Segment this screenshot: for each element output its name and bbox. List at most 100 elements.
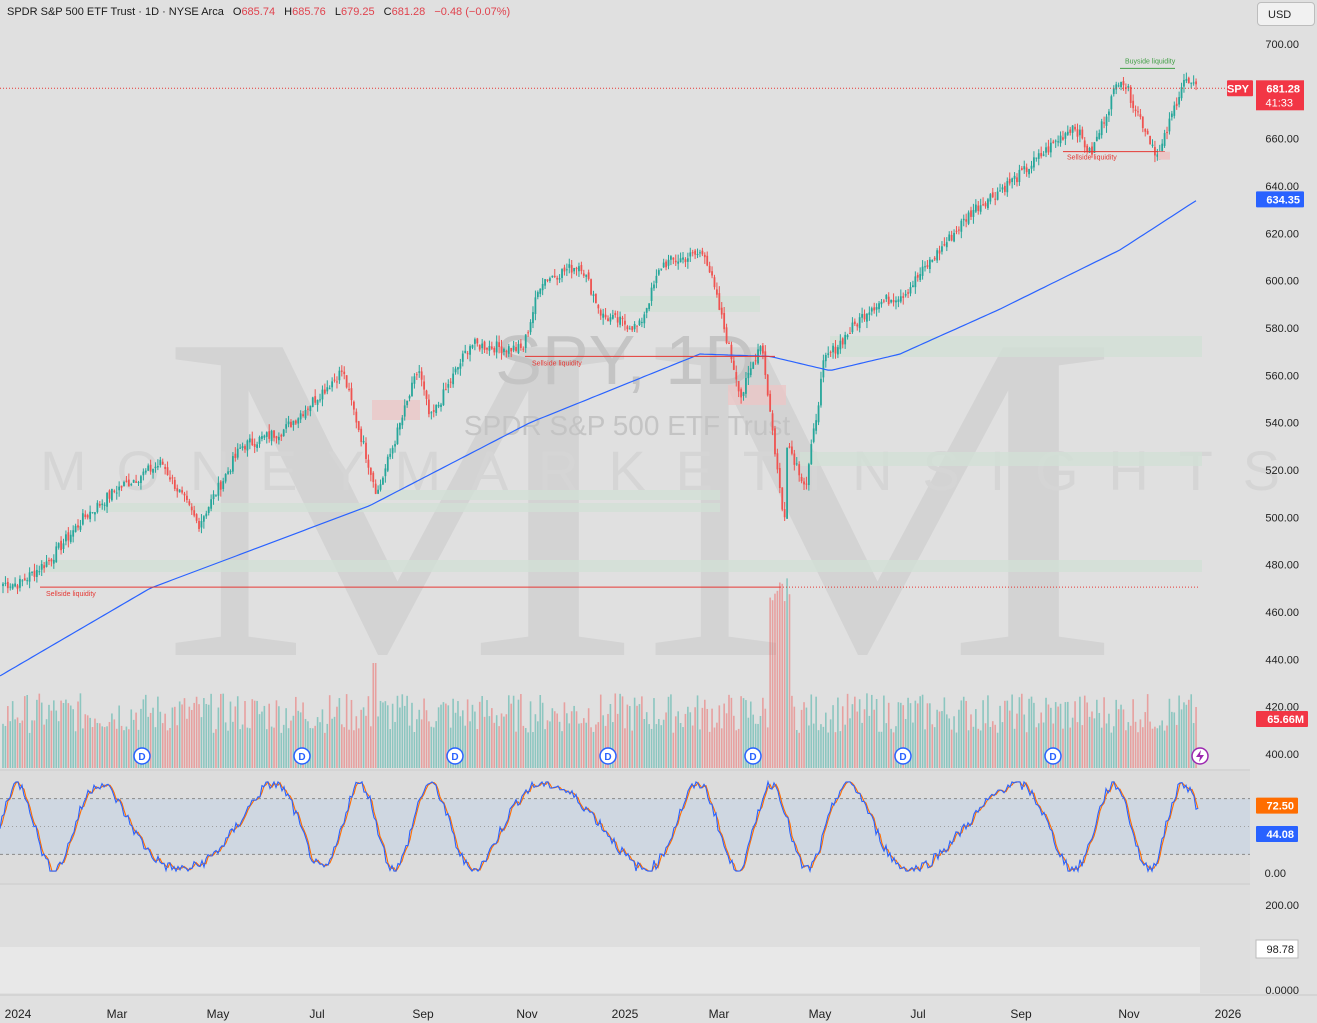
candle-body [304,410,307,419]
price-tick-label: 560.00 [1265,370,1299,382]
candle-body [1052,141,1055,144]
candle-body [343,371,346,375]
liquidity-zone [100,503,720,512]
candle-body [72,530,75,537]
volume-bar [1129,725,1132,768]
volume-bar [575,711,578,768]
volume-bar [115,728,118,768]
volume-bar [36,699,38,768]
volume-bar [425,710,428,768]
volume-bar [599,694,602,768]
volume-bar [798,732,800,768]
candle-body [474,339,476,344]
volume-bar [50,710,53,768]
volume-bar [1025,732,1028,768]
volume-bar [1149,721,1151,768]
candle-body [406,400,409,406]
candle-body [442,389,445,406]
volume-bar [9,721,12,768]
candle-body [718,293,721,310]
liquidity-zone [40,560,1202,572]
candle-body [614,313,617,316]
volume-bar [672,732,675,768]
volume-bar [684,713,687,768]
candle-body [524,334,527,349]
volume-bar [428,721,430,768]
volume-bar [590,727,592,768]
volume-bar [892,732,895,768]
volume-bar [464,725,467,768]
volume-bar [195,696,198,768]
volume-bar [357,728,360,768]
candle-body [171,477,174,479]
volume-bar [1047,704,1050,768]
volume-bar [43,724,45,768]
open-value: 685.74 [241,6,276,18]
candle-body [398,422,401,430]
candle-body [800,476,803,482]
volume-bar [157,696,159,768]
candle-body [907,292,909,294]
volume-bar [747,717,750,768]
volume-bar [544,729,546,768]
volume-bar [1008,710,1011,768]
candle-body [984,203,987,207]
volume-bar [556,713,558,768]
candle-body [742,392,745,396]
low-label: L [334,6,341,18]
volume-bar [246,727,249,768]
dividend-marker-label: D [1049,752,1056,763]
candle-body [265,432,268,437]
candle-body [912,285,914,288]
candle-body [844,334,847,345]
volume-bar [1042,722,1045,768]
candle-body [868,312,871,315]
volume-bar [1185,704,1188,768]
candle-body [820,378,822,406]
candle-body [1163,133,1166,146]
volume-bar [478,701,481,768]
buyside-label: Buyside liquidity [1125,58,1176,65]
lower-value-label: 98.78 [1266,944,1294,956]
candle-body [227,471,229,474]
volume-bar [866,693,868,768]
volume-bar [624,728,626,768]
candlesticks[interactable] [2,72,1197,595]
change-value: −0.48 (−0.07%) [434,6,511,18]
volume-bar [290,720,292,768]
time-axis[interactable]: 2024 Mar May Jul Sep Nov 2025 Mar May Jul Sep Nov 20… [0,994,1317,1021]
lower-pane-band [0,947,1200,993]
volume-bar [16,717,19,768]
candle-body [1120,81,1122,88]
volume-bar [742,698,745,768]
volume-bar [447,705,450,768]
candle-body [84,514,87,518]
candle-body [776,453,779,470]
candle-body [222,481,225,489]
candle-body [280,434,283,437]
candle-body [241,446,244,448]
candle-body [408,396,411,399]
volume-bar [904,718,907,768]
candle-body [582,273,585,276]
volume-bar [164,713,166,768]
volume-bar [1098,712,1101,768]
volume-bar [338,698,341,768]
candle-body [587,272,590,279]
volume-bar [503,716,505,768]
candle-body [585,274,588,277]
candle-body [761,345,764,354]
volume-bar [19,723,21,768]
volume-bar [234,706,237,768]
candle-body [505,351,508,353]
volume-bar [1180,709,1183,768]
candle-body [1042,154,1045,156]
volume-bar [328,695,331,768]
candle-body [536,292,539,298]
volume-bar [79,693,82,768]
volume-bar [1057,706,1059,768]
currency-button[interactable]: USD [1257,2,1315,26]
